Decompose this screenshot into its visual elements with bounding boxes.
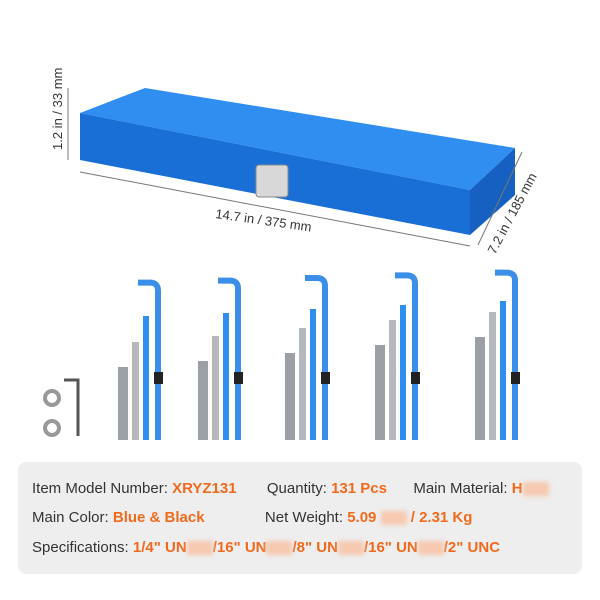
box-side xyxy=(470,148,515,235)
tool-part xyxy=(64,378,80,436)
tool-part xyxy=(375,345,385,440)
spec-value: /8" UN xyxy=(292,539,338,556)
product-illustration: 1.2 in / 33 mm 14.7 in / 375 mm 7.2 in /… xyxy=(43,68,540,440)
blur xyxy=(522,482,549,497)
value: 5.09 xyxy=(347,509,377,526)
label: Specifications: xyxy=(32,539,129,556)
value: H xyxy=(511,480,523,497)
tool-part xyxy=(43,389,61,407)
spec-row: Main Color: Blue & Black Net Weight: 5.0… xyxy=(32,509,472,526)
spec-panel: Item Model Number: XRYZ131 Quantity: 131… xyxy=(18,462,582,574)
tool-part xyxy=(138,279,161,440)
tool-part xyxy=(43,419,61,437)
label: Quantity: xyxy=(266,480,327,497)
tool-part xyxy=(411,372,420,384)
label: Net Weight: xyxy=(264,509,344,526)
tool-part xyxy=(475,337,485,440)
value: Blue & Black xyxy=(112,509,205,526)
tool-part xyxy=(285,353,295,440)
tool-part xyxy=(198,361,208,440)
spec-value: /16" UN xyxy=(363,539,418,556)
tool-part xyxy=(489,312,496,440)
value: 131 Pcs xyxy=(331,480,387,497)
latch xyxy=(255,164,289,198)
tool-part xyxy=(234,372,243,384)
tool-part xyxy=(299,328,306,440)
tool-part xyxy=(305,275,328,440)
tool-part xyxy=(218,277,241,440)
blur xyxy=(186,541,213,556)
tool-part xyxy=(395,272,418,440)
dimension-line xyxy=(79,171,471,247)
tool-part xyxy=(154,372,163,384)
tool-part xyxy=(321,372,330,384)
tool-part xyxy=(511,372,520,384)
blur xyxy=(266,541,293,556)
value: / 2.31 Kg xyxy=(410,509,473,526)
box-top xyxy=(80,88,515,190)
tool-part xyxy=(495,269,518,440)
tool-part xyxy=(212,336,219,440)
spec-row: Item Model Number: XRYZ131 Quantity: 131… xyxy=(32,480,549,497)
blur xyxy=(380,511,407,526)
tool-part xyxy=(132,342,139,440)
label: Main Color: xyxy=(32,509,109,526)
tool-part xyxy=(118,367,128,440)
length-label: 14.7 in / 375 mm xyxy=(215,206,313,234)
label: Item Model Number: xyxy=(32,480,168,497)
spec-value: 1/4" UN xyxy=(132,539,187,556)
spec-value: /16" UN xyxy=(212,539,267,556)
height-label: 1.2 in / 33 mm xyxy=(50,68,65,150)
tool-part xyxy=(389,320,396,440)
blur xyxy=(417,541,444,556)
spec-row: Specifications: 1/4" UN/16" UN/8" UN/16"… xyxy=(32,539,500,556)
value: XRYZ131 xyxy=(172,480,237,497)
spec-value: /2" UNC xyxy=(443,539,501,556)
label: Main Material: xyxy=(413,480,508,497)
dimension-line xyxy=(477,151,523,246)
tool-set xyxy=(43,269,520,440)
blur xyxy=(337,541,364,556)
